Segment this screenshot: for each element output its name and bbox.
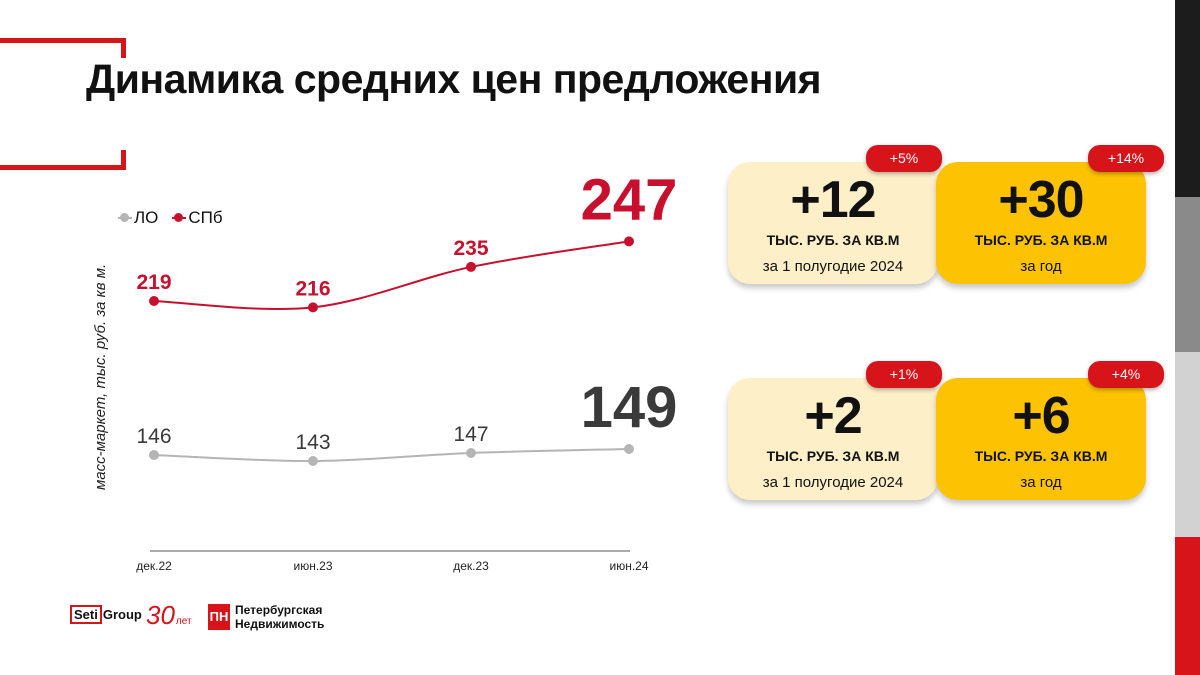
data-point xyxy=(624,236,634,247)
card-badge: +1% xyxy=(866,361,942,388)
data-label: 247 xyxy=(581,167,678,232)
logo-text: Group xyxy=(102,607,142,622)
card-badge: +5% xyxy=(866,145,942,172)
data-point xyxy=(308,302,318,313)
setigroup-logo: Seti Group xyxy=(70,605,142,624)
anniversary-logo: 30лет xyxy=(146,600,192,631)
logo-line: Недвижимость xyxy=(235,617,325,631)
series-line-spb xyxy=(153,240,630,310)
x-tick-label: дек.22 xyxy=(136,559,172,573)
card-badge: +4% xyxy=(1088,361,1164,388)
legend-marker-icon xyxy=(118,213,132,223)
data-label: 219 xyxy=(136,271,171,294)
card-period: за 1 полугодие 2024 xyxy=(762,258,904,275)
x-tick-label: июн.24 xyxy=(609,559,648,573)
side-stripe-gray xyxy=(1175,197,1200,352)
logo-number: 30 xyxy=(146,600,175,630)
title-bracket-gap xyxy=(121,58,131,150)
data-label: 147 xyxy=(453,423,488,446)
side-stripe-black xyxy=(1175,0,1200,197)
data-label: 143 xyxy=(295,431,330,454)
card-value: +2 xyxy=(804,387,862,445)
data-point xyxy=(149,296,159,306)
card-period: за год xyxy=(1020,474,1062,491)
card-unit: ТЫС. РУБ. ЗА КВ.М xyxy=(766,448,900,464)
card-spb-halfyear: +12 ТЫС. РУБ. ЗА КВ.М за 1 полугодие 202… xyxy=(728,162,938,284)
card-period: за год xyxy=(1020,258,1062,275)
card-period: за 1 полугодие 2024 xyxy=(762,474,904,491)
pn-mark-icon: ПН xyxy=(208,604,230,630)
logo-line: Петербургская xyxy=(235,603,323,617)
series-line-lo xyxy=(153,448,630,463)
page-title: Динамика средних цен предложения xyxy=(86,56,822,102)
x-tick-label: дек.23 xyxy=(453,559,489,573)
card-value: +6 xyxy=(1012,387,1070,445)
line-chart: дек.22 июн.23 дек.23 июн.24 146 143 147 149 219 2… xyxy=(136,167,678,573)
legend-label: ЛО xyxy=(134,208,159,227)
legend-item-spb: СПб xyxy=(172,208,223,228)
side-stripe-red xyxy=(1175,537,1200,675)
data-label: 235 xyxy=(453,237,488,260)
card-unit: ТЫС. РУБ. ЗА КВ.М xyxy=(766,232,900,248)
data-label: 149 xyxy=(581,375,678,440)
peterburgskaya-nedvizhimost-logo: ПН Петербургская Недвижимость xyxy=(208,603,324,631)
legend-item-lo: ЛО xyxy=(118,208,158,228)
logo-box-text: Seti xyxy=(70,605,102,624)
data-point xyxy=(308,456,318,466)
legend-label: СПб xyxy=(188,208,223,227)
x-tick-label: июн.23 xyxy=(293,559,332,573)
card-unit: ТЫС. РУБ. ЗА КВ.М xyxy=(974,448,1108,464)
data-point xyxy=(466,448,476,458)
logo-sub: лет xyxy=(175,616,192,627)
data-label: 146 xyxy=(136,425,171,448)
side-stripe-light xyxy=(1175,352,1200,537)
card-badge: +14% xyxy=(1088,145,1164,172)
legend-marker-icon xyxy=(172,213,187,223)
data-point xyxy=(624,444,634,454)
data-point xyxy=(149,450,159,460)
data-label: 216 xyxy=(295,277,330,300)
card-value: +12 xyxy=(790,171,876,229)
data-point xyxy=(466,261,476,272)
card-value: +30 xyxy=(998,171,1084,229)
card-lo-halfyear: +2 ТЫС. РУБ. ЗА КВ.М за 1 полугодие 2024 xyxy=(728,378,938,500)
card-spb-year: +30 ТЫС. РУБ. ЗА КВ.М за год xyxy=(936,162,1146,284)
card-lo-year: +6 ТЫС. РУБ. ЗА КВ.М за год xyxy=(936,378,1146,500)
card-unit: ТЫС. РУБ. ЗА КВ.М xyxy=(974,232,1108,248)
chart-legend: ЛО СПб xyxy=(118,208,223,228)
